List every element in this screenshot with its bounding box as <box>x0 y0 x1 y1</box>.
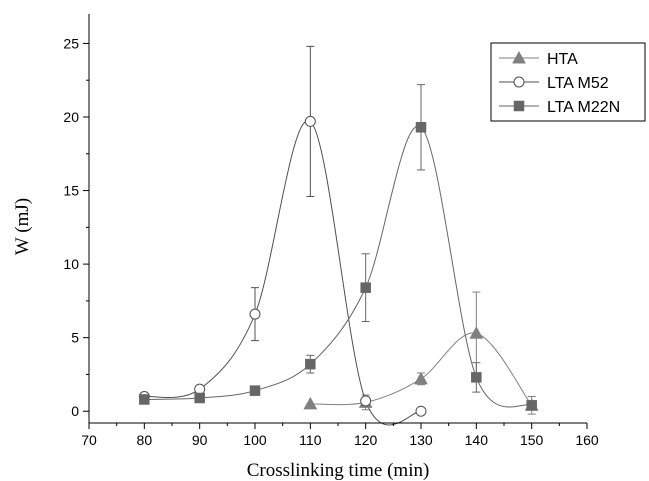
data-point-lta-m52 <box>249 308 261 320</box>
y-ticks: 0 5 10 15 20 25 <box>63 35 89 419</box>
data-point-lta-m52 <box>304 115 316 127</box>
data-point-hta <box>303 396 318 410</box>
legend: HTA LTA M52 LTA M22N <box>490 42 646 122</box>
data-point-lta-m22n <box>471 372 482 383</box>
x-tick-label: 80 <box>137 432 153 448</box>
y-tick-label: 15 <box>63 183 79 199</box>
data-point-lta-m52 <box>194 383 206 395</box>
y-tick-label: 0 <box>71 403 79 419</box>
y-tick-label: 10 <box>63 256 79 272</box>
legend-marker-lta-m52 <box>513 76 525 88</box>
data-point-hta <box>469 326 484 339</box>
data-point-lta-m22n <box>249 385 261 396</box>
x-tick-label: 150 <box>520 432 544 448</box>
x-tick-label: 160 <box>575 432 599 448</box>
x-tick-label: 100 <box>243 432 267 448</box>
y-axis-title: W (mJ) <box>12 198 33 255</box>
x-ticks: 70 80 90 100 110 120 130 140 150 160 <box>81 423 599 448</box>
data-point-lta-m22n <box>415 122 427 133</box>
x-tick-label: 140 <box>465 432 489 448</box>
data-point-lta-m52 <box>360 395 372 407</box>
legend-marker-hta <box>512 50 526 64</box>
y-tick-label: 20 <box>63 109 79 125</box>
series-markers <box>138 115 539 417</box>
series-line-hta <box>310 332 533 406</box>
x-tick-label: 130 <box>409 432 433 448</box>
data-point-lta-m22n <box>305 358 316 370</box>
legend-label-lta-m22n: LTA M22N <box>547 99 620 116</box>
data-point-lta-m22n <box>139 394 150 405</box>
series-line-lta-m52 <box>144 120 422 426</box>
legend-label-lta-m52: LTA M52 <box>547 75 609 92</box>
x-tick-label: 110 <box>299 432 322 448</box>
y-tick-label: 5 <box>71 330 79 346</box>
legend-marker-lta-m22n <box>513 100 525 112</box>
data-point-lta-m22n <box>194 392 205 404</box>
series-line-lta-m22n <box>144 125 532 408</box>
data-point-hta <box>414 371 428 385</box>
x-axis-title: Crosslinking time (min) <box>247 460 430 481</box>
data-point-lta-m22n <box>360 282 371 293</box>
legend-label-hta: HTA <box>547 51 578 68</box>
data-point-lta-m52 <box>415 405 427 417</box>
y-tick-label: 25 <box>63 35 79 51</box>
x-tick-label: 90 <box>192 432 208 448</box>
data-point-lta-m22n <box>526 400 537 411</box>
x-tick-label: 120 <box>354 432 378 448</box>
x-tick-label: 70 <box>81 432 97 448</box>
